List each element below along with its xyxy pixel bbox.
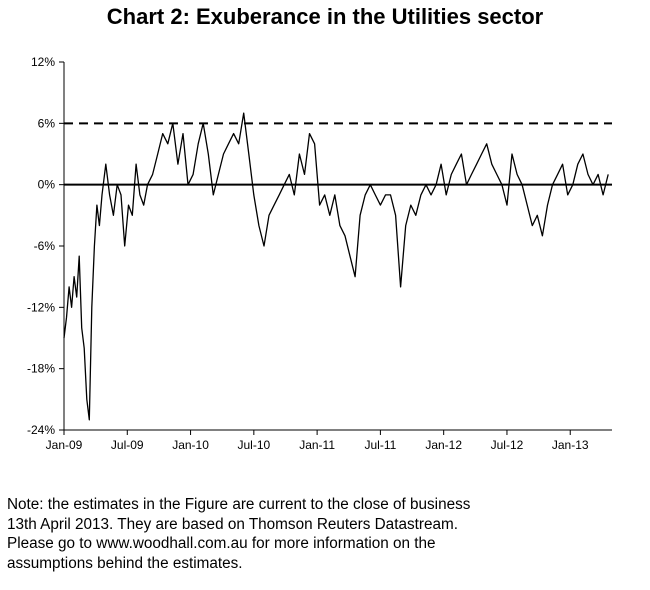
footnote: Note: the estimates in the Figure are cu… — [7, 495, 643, 573]
chart-title: Chart 2: Exuberance in the Utilities sec… — [106, 4, 544, 29]
y-tick-label: -18% — [27, 362, 55, 376]
y-tick-label: 0% — [38, 178, 56, 192]
footnote-line-2: 13th April 2013. They are based on Thoms… — [7, 515, 458, 533]
y-tick-label: -6% — [34, 239, 56, 253]
footnote-line-3: Please go to www.woodhall.com.au for mor… — [7, 535, 436, 552]
x-tick-label: Jul-11 — [364, 438, 396, 450]
series-line — [63, 112, 609, 421]
x-tick-label: Jul-10 — [237, 438, 270, 450]
footnote-line-4: assumptions behind the estimates. — [7, 554, 243, 572]
x-tick-label: Jan-13 — [552, 438, 589, 450]
chart-axes — [59, 61, 612, 435]
reference-lines — [64, 122, 612, 186]
y-tick-label: -12% — [27, 300, 55, 314]
x-tick-label: Jul-09 — [111, 438, 144, 450]
x-tick-label: Jan-12 — [425, 438, 462, 450]
y-tick-label: 6% — [38, 116, 56, 130]
y-tick-label: -24% — [27, 423, 55, 437]
x-tick-label: Jan-09 — [46, 438, 83, 450]
x-tick-label: Jan-10 — [172, 438, 209, 450]
x-tick-label: Jul-12 — [491, 438, 524, 450]
y-tick-labels: 12% 6% 0% -6% -12% -18% -24% — [27, 55, 55, 437]
x-tick-labels: Jan-09 Jul-09 Jan-10 Jul-10 Jan-11 Jul-11 Jan-… — [46, 438, 589, 450]
x-tick-label: Jan-11 — [299, 438, 335, 450]
footnote-line-1: Note: the estimates in the Figure are cu… — [7, 496, 471, 513]
y-tick-label: 12% — [31, 55, 55, 69]
line-chart: 12% 6% 0% -6% -12% -18% -24% Jan-09 Jul-09 Jan-1… — [27, 55, 612, 450]
series-group — [63, 112, 609, 421]
